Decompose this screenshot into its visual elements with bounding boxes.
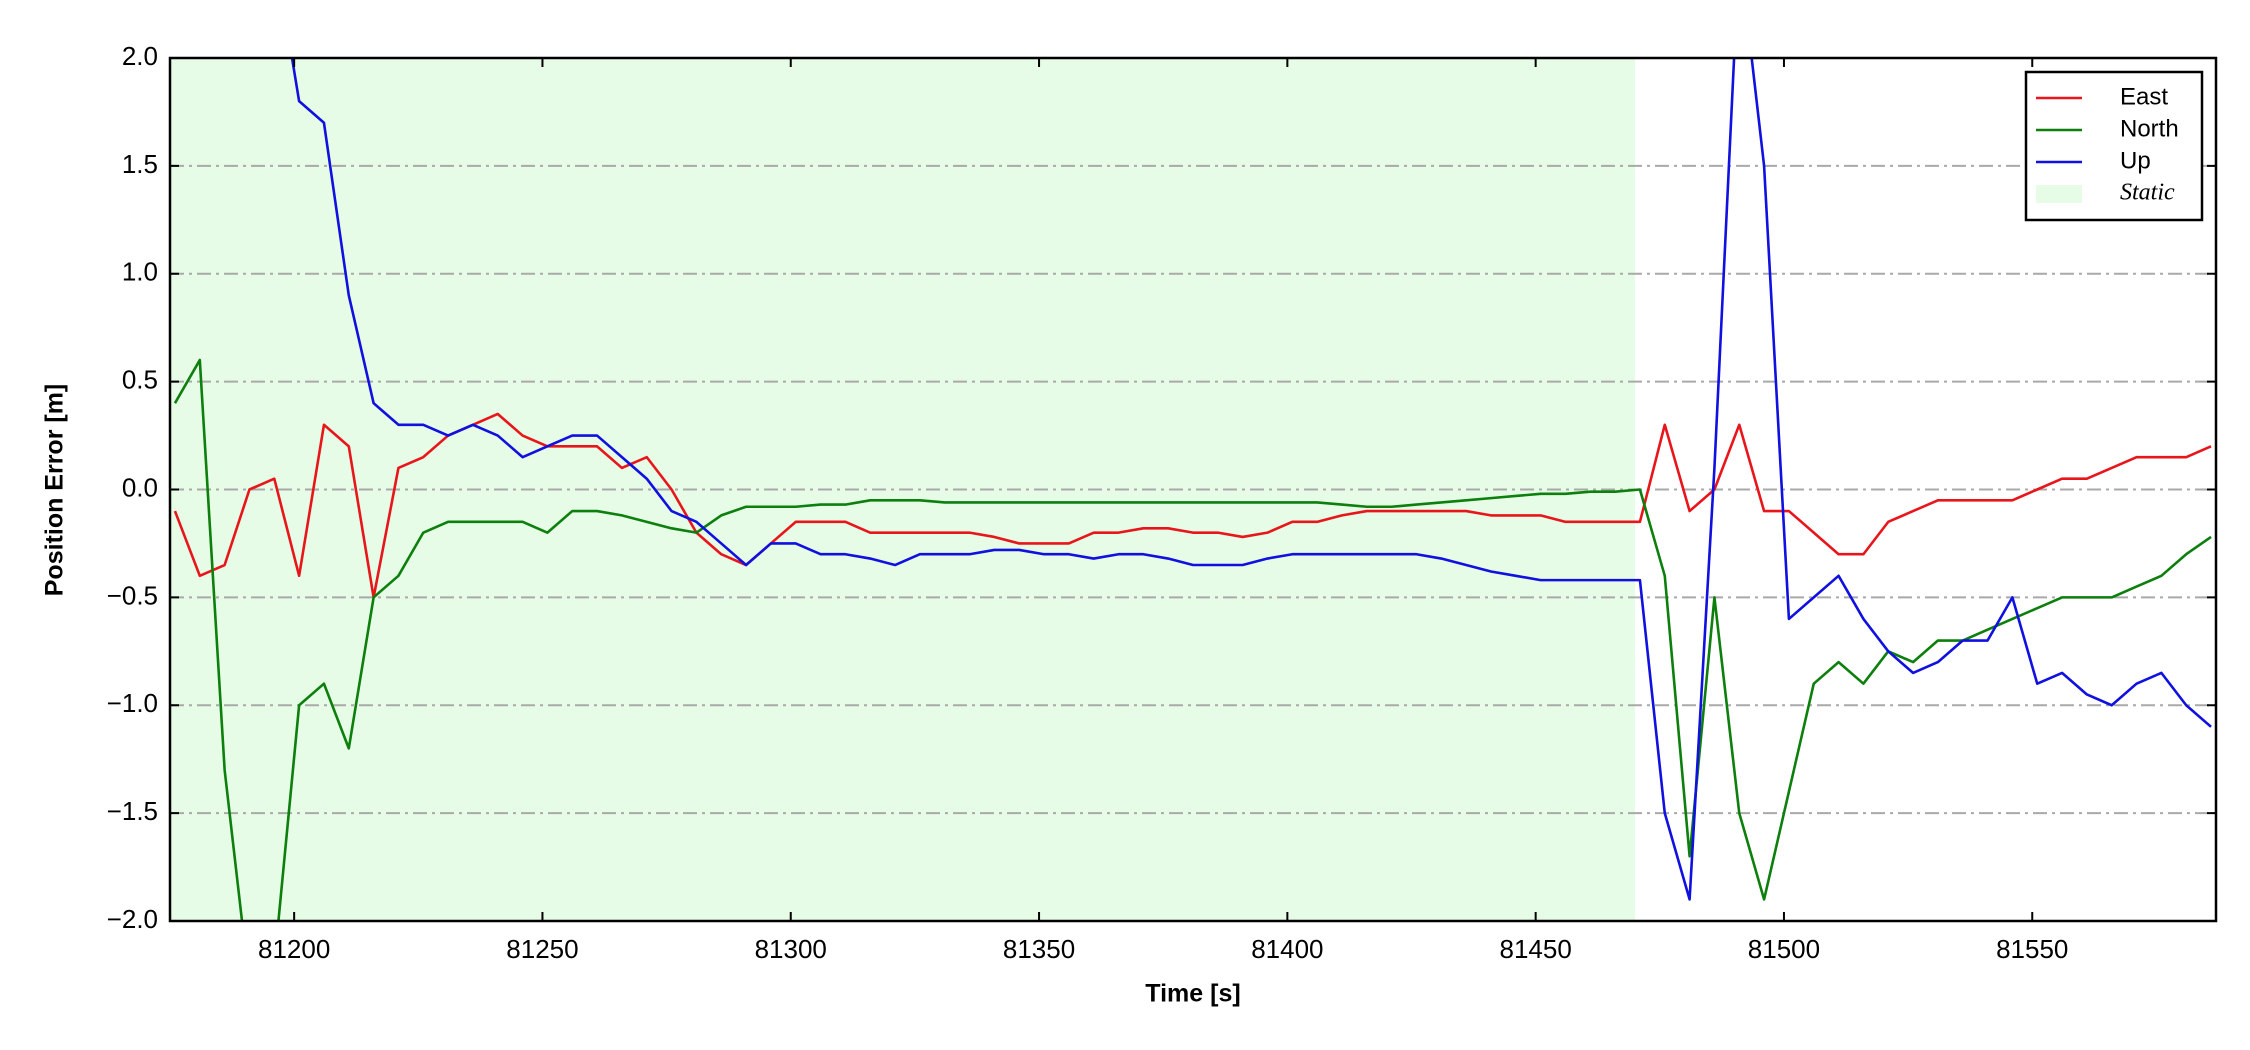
y-tick-label: 0.0: [122, 472, 158, 502]
legend-swatch: [2036, 185, 2082, 203]
y-tick-label: −2.0: [107, 904, 158, 934]
x-tick-label: 81200: [258, 934, 330, 964]
y-tick-label: 0.5: [122, 365, 158, 395]
x-tick-label: 81400: [1251, 934, 1323, 964]
x-tick-label: 81250: [506, 934, 578, 964]
series-line: [290, 58, 2212, 901]
x-axis-label: Time [s]: [1145, 980, 1240, 1008]
axes: −2.0 −1.5 −1.0 −0.5 0.0 0.5 1.0 1.5 2.0 81200 8125…: [107, 41, 2216, 964]
legend-label: North: [2120, 115, 2179, 142]
x-tick-label: 81450: [1499, 934, 1571, 964]
x-tick-label: 81500: [1748, 934, 1820, 964]
legend-label: East: [2120, 83, 2168, 110]
series-line: [173, 358, 2212, 921]
y-tick-label: −1.0: [107, 688, 158, 718]
x-tick-label: 81350: [1003, 934, 1075, 964]
y-tick-label: 1.5: [122, 149, 158, 179]
legend: East North Up Static: [2024, 70, 2204, 222]
x-tick-label: 81550: [1996, 934, 2068, 964]
y-tick-label: 1.0: [122, 257, 158, 287]
y-tick-label: 2.0: [122, 41, 158, 71]
legend-label: Static: [2120, 180, 2175, 206]
y-axis-label: Position Error [m]: [41, 384, 69, 597]
series-line: [173, 412, 2212, 599]
y-tick-label: −0.5: [107, 580, 158, 610]
plot-lines: [173, 58, 2212, 921]
y-tick-label: −1.5: [107, 796, 158, 826]
plot-area: [170, 57, 2216, 922]
x-tick-label: 81300: [755, 934, 827, 964]
legend-label: Up: [2120, 147, 2151, 174]
